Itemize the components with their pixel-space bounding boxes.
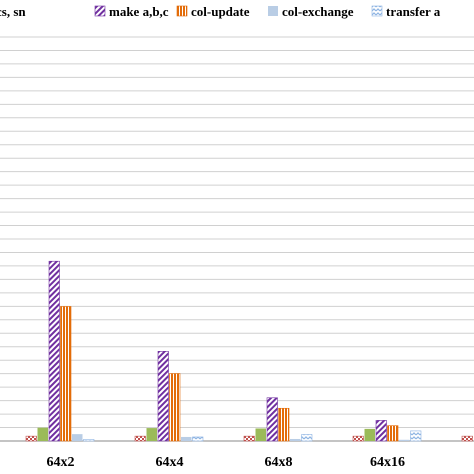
bar — [364, 428, 375, 441]
bar — [266, 397, 278, 442]
bar — [399, 439, 410, 441]
bar — [157, 351, 169, 442]
gridlines — [0, 36, 474, 442]
x-tick-label: 64x16 — [370, 455, 405, 470]
x-tick-label: 64x8 — [265, 455, 293, 470]
legend-swatch — [371, 5, 383, 17]
bar — [461, 435, 473, 442]
bar — [278, 407, 290, 442]
bar — [352, 435, 364, 442]
bar — [301, 434, 313, 442]
bar — [387, 425, 399, 442]
legend-swatch — [94, 5, 106, 17]
x-tick-label: 64x2 — [47, 455, 75, 470]
legend-swatch — [176, 5, 188, 17]
legend-swatch — [268, 6, 278, 16]
legend-label: col-exchange — [282, 4, 354, 19]
bar — [181, 436, 192, 441]
bar — [255, 428, 266, 441]
bar — [72, 434, 83, 441]
legend: cs, sn make a,b,c col-update col-exchange tr… — [0, 4, 441, 19]
bar — [48, 260, 60, 442]
legend-label: transfer a — [386, 4, 441, 19]
bar — [83, 439, 95, 442]
bar — [25, 435, 37, 442]
bar — [169, 373, 181, 442]
bar — [375, 420, 387, 442]
bar — [146, 428, 157, 441]
bar — [37, 427, 48, 441]
bar — [134, 435, 146, 442]
bar — [243, 435, 255, 442]
x-tick-labels: 64x2 64x4 64x8 64x16 — [47, 455, 406, 470]
legend-label: col-update — [191, 4, 250, 19]
legend-label: cs, sn — [0, 4, 26, 19]
bars — [25, 260, 473, 442]
x-tick-label: 64x4 — [156, 455, 184, 470]
bar — [290, 438, 301, 441]
bar — [60, 306, 72, 442]
legend-label: make a,b,c — [109, 4, 169, 19]
bar — [410, 430, 422, 442]
bar — [192, 436, 204, 442]
